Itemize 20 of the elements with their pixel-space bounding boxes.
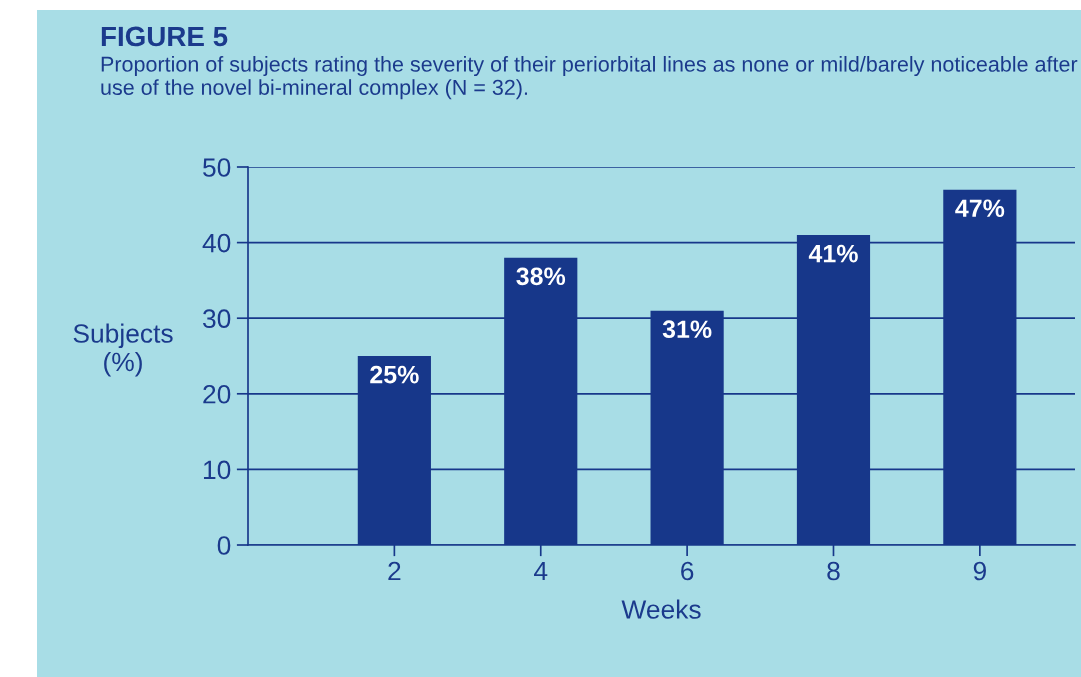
data-label: 38%	[516, 267, 566, 286]
x-tick-label: 2	[388, 561, 401, 581]
data-label: 31%	[662, 320, 712, 339]
y-tick-label: 10	[204, 460, 231, 480]
y-tick-label: 50	[203, 158, 231, 177]
x-tick-label: 9	[973, 561, 986, 581]
x-tick-label: 8	[827, 561, 840, 581]
y-tick-label: 30	[202, 309, 231, 329]
chart-subtitle: Proportion of subjects rating the severity of their periorbital lines as none or mild/barely noticeable after use of the novel bi-mineral complex (N = 32).	[101, 56, 1078, 100]
data-label: 25%	[370, 365, 419, 384]
data-label: 47%	[955, 199, 1005, 218]
x-tick-label: 4	[534, 561, 548, 581]
chart-title: FIGURE 5	[101, 26, 228, 47]
x-tick-label: 6	[681, 561, 694, 581]
y-tick-label: 0	[217, 536, 231, 555]
y-tick-label: 40	[202, 233, 231, 253]
x-axis-title: Weeks	[621, 599, 701, 619]
y-tick-label: 20	[203, 384, 231, 404]
y-axis-title: Subjects (%)	[73, 323, 173, 377]
data-label: 41%	[808, 244, 858, 263]
